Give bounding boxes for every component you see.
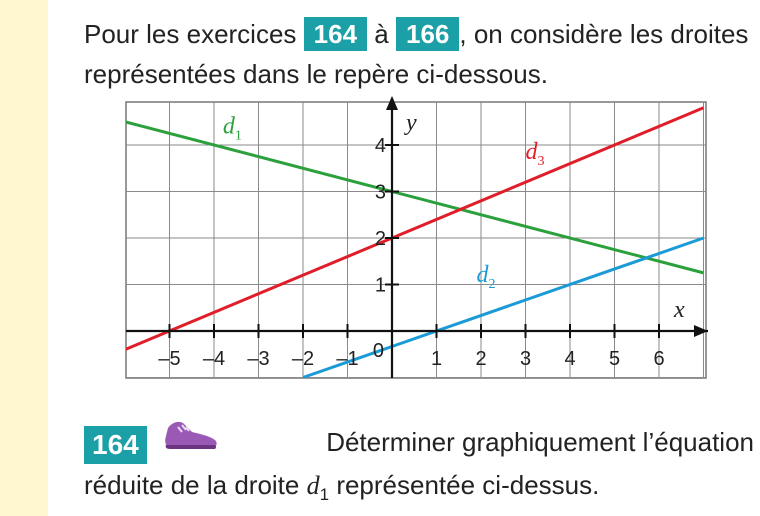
x-tick-label: –4 bbox=[203, 348, 225, 370]
exercise-164: 164 Déterminer graphiquement l’équation … bbox=[84, 418, 754, 515]
series-label-subscript: 1 bbox=[235, 128, 242, 143]
x-tick-label: 2 bbox=[475, 348, 486, 370]
y-tick-label: 1 bbox=[375, 275, 386, 297]
x-tick-label: 4 bbox=[564, 348, 575, 370]
x-tick-label: 5 bbox=[609, 348, 620, 370]
intro-line-2: représentées dans le repère ci-dessous. bbox=[84, 59, 548, 89]
x-tick-label: –3 bbox=[247, 348, 269, 370]
exercise-text-line-1: Déterminer graphiquement l’équation bbox=[326, 426, 754, 457]
x-tick-label: –2 bbox=[292, 348, 314, 370]
y-axis-label: y bbox=[404, 110, 417, 136]
y-tick-label: 3 bbox=[375, 182, 386, 204]
running-shoe-icon bbox=[162, 418, 220, 465]
y-tick-label: 2 bbox=[375, 228, 386, 250]
exercise-text-line-2-after: représentée ci-dessus. bbox=[336, 470, 600, 500]
exercise-badge-start[interactable]: 164 bbox=[303, 17, 368, 51]
x-axis-label: x bbox=[673, 297, 685, 323]
intro-line-1: Pour les exercices 164 à 166, on considè… bbox=[84, 14, 754, 54]
intro-after: , on considère les droites bbox=[459, 19, 749, 49]
intro-before: Pour les exercices bbox=[84, 19, 297, 49]
series-label-subscript: 3 bbox=[538, 154, 545, 169]
intro-between: à bbox=[374, 19, 389, 49]
exercise-line-1: 164 Déterminer graphiquement l’équation bbox=[84, 418, 754, 465]
exercise-line-2: réduite de la droite d1 représentée ci-d… bbox=[84, 465, 754, 515]
line-d1 bbox=[126, 120, 704, 275]
x-tick-label: 3 bbox=[520, 348, 531, 370]
exercise-text-line-2-before: réduite de la droite bbox=[84, 470, 300, 500]
x-tick-label: –5 bbox=[158, 348, 180, 370]
x-axis-arrow bbox=[694, 325, 708, 337]
origin-label: 0 bbox=[373, 340, 384, 362]
series-label-subscript: 2 bbox=[489, 277, 496, 292]
line-d2 bbox=[302, 236, 704, 378]
exercise-variable: d bbox=[306, 471, 320, 500]
exercise-number-badge[interactable]: 164 bbox=[84, 426, 147, 464]
line-d3 bbox=[126, 106, 705, 351]
exercise-variable-subscript: 1 bbox=[319, 485, 330, 504]
exercise-badge-end[interactable]: 166 bbox=[395, 17, 460, 51]
y-axis-arrow bbox=[386, 96, 398, 110]
x-tick-label: 6 bbox=[653, 348, 664, 370]
x-tick-label: 1 bbox=[431, 348, 442, 370]
x-tick-label: –1 bbox=[336, 348, 358, 370]
intro-text: Pour les exercices 164 à 166, on considè… bbox=[84, 14, 754, 94]
y-tick-label: 4 bbox=[375, 135, 386, 157]
margin-strip bbox=[0, 0, 48, 516]
